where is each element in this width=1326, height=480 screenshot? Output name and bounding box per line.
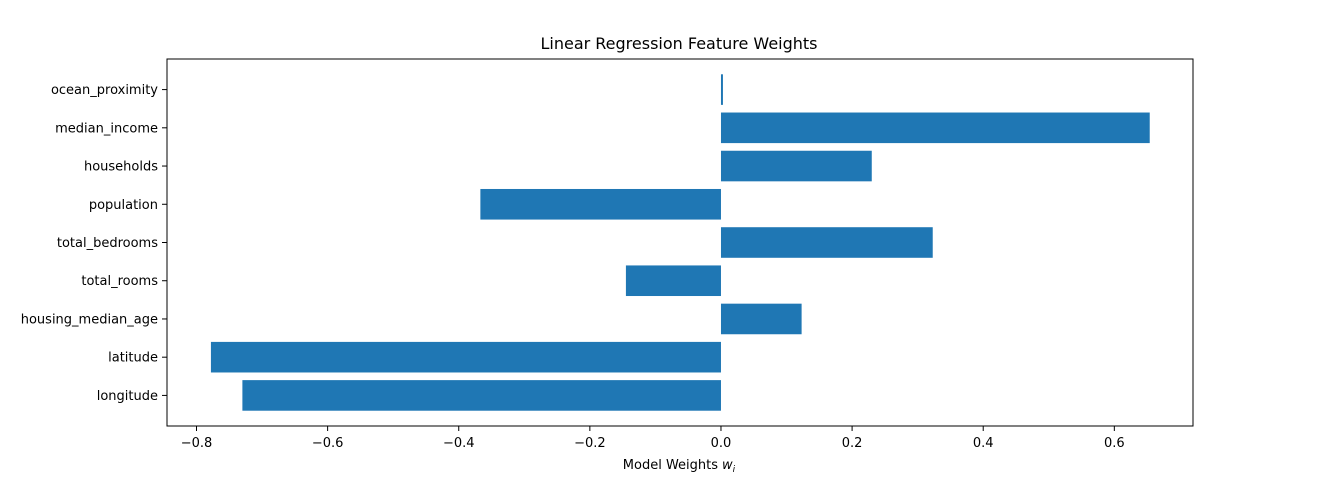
y-tick-label: latitude <box>108 351 158 366</box>
x-tick-label: 0.6 <box>1104 436 1125 451</box>
x-axis-label: Model Weights wi <box>623 458 736 475</box>
bar-median-income <box>720 112 1150 144</box>
x-axis: −0.8 −0.6 −0.4 −0.2 0.0 0.2 0.4 0.6 <box>181 426 1125 451</box>
x-tick-label: 0.2 <box>842 436 863 451</box>
bar-total-bedrooms <box>720 227 933 258</box>
x-axis-label-subscript: i <box>733 465 736 475</box>
x-tick-label: −0.4 <box>443 436 475 451</box>
bars-group <box>210 74 1150 411</box>
chart-title: Linear Regression Feature Weights <box>540 34 817 53</box>
x-axis-label-text: Model Weights <box>623 458 718 473</box>
x-tick-label: −0.2 <box>574 436 606 451</box>
x-tick-label: −0.6 <box>312 436 344 451</box>
x-tick-label: −0.8 <box>181 436 213 451</box>
y-tick-label: total_bedrooms <box>57 236 158 251</box>
y-tick-label: households <box>84 160 158 175</box>
bar-longitude <box>242 380 721 411</box>
y-tick-label: longitude <box>97 389 158 404</box>
bar-housing-median-age <box>720 303 802 335</box>
bar-households <box>720 150 872 182</box>
y-tick-label: housing_median_age <box>21 312 158 327</box>
bar-total-rooms <box>625 265 721 297</box>
y-tick-label: population <box>89 198 158 213</box>
y-axis: longitude latitude housing_median_age total… <box>21 83 167 404</box>
x-tick-label: 0.4 <box>973 436 994 451</box>
x-tick-label: 0.0 <box>711 436 732 451</box>
y-tick-label: median_income <box>55 121 158 136</box>
bar-ocean-proximity <box>720 74 723 105</box>
bar-latitude <box>210 341 721 373</box>
bar-population <box>480 188 721 220</box>
x-axis-label-symbol: w <box>722 458 733 473</box>
y-tick-label: total_rooms <box>81 274 158 289</box>
y-tick-label: ocean_proximity <box>51 83 158 98</box>
